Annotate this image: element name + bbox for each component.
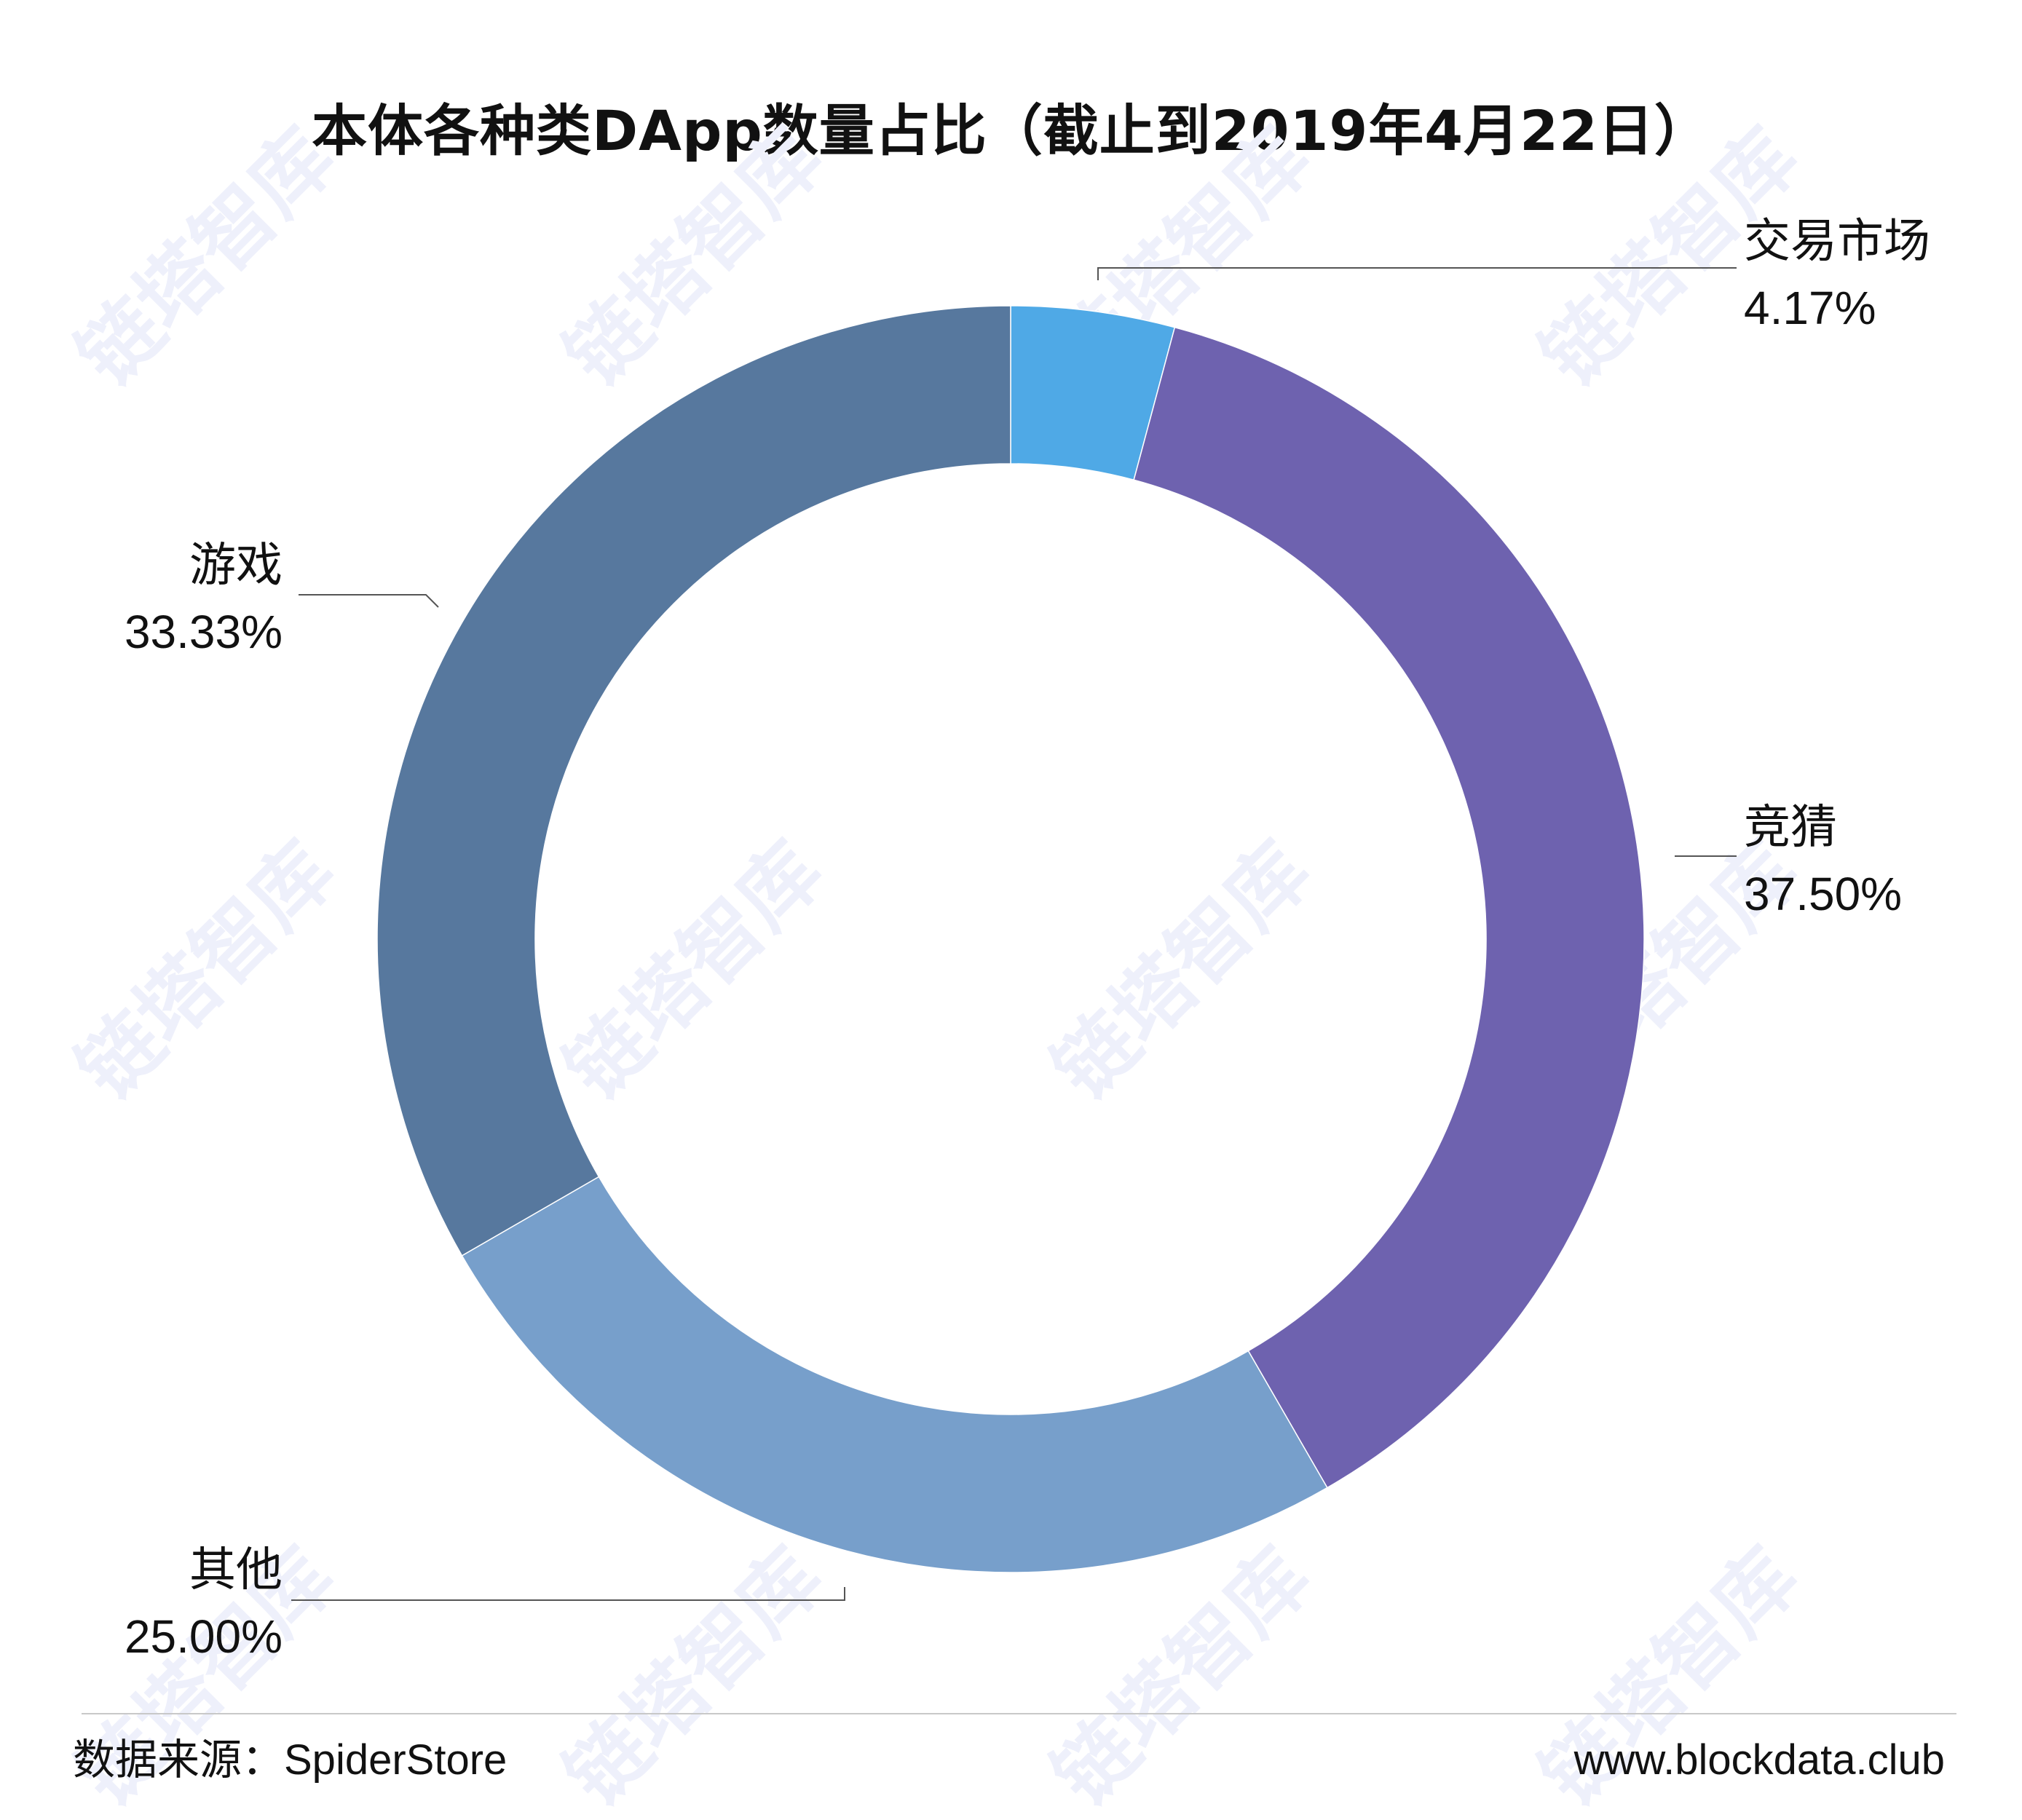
donut-slice-jingcai [1133, 326, 1645, 1489]
chart-title: 本体各种类DApp数量占比（截止到2019年4月22日） [312, 98, 1710, 163]
donut-slice-youxi [376, 305, 1011, 1257]
leader-line-jiaoyishichang [1097, 267, 1737, 280]
slice-percent: 33.33% [124, 606, 283, 658]
watermark-text: 链塔智库 [548, 824, 840, 1117]
data-source: 数据来源：SpiderStore [73, 1736, 508, 1784]
leader-lines [291, 267, 1737, 1601]
watermark-text: 链塔智库 [1035, 1530, 1328, 1820]
footer-divider [82, 1713, 1956, 1714]
website-url: www.blockdata.club [1573, 1736, 1945, 1784]
slices-layer [376, 305, 1645, 1573]
slice-label-jiaoyishichang: 交易市场 4.17% [1744, 207, 1930, 341]
watermark-text: 链塔智库 [1035, 824, 1328, 1117]
slice-percent: 37.50% [1744, 868, 1903, 920]
slice-name: 竞猜 [1744, 801, 1837, 853]
watermark-text: 链塔智库 [60, 111, 352, 403]
slice-name: 游戏 [189, 539, 283, 591]
slice-percent: 4.17% [1744, 282, 1876, 334]
leader-line-youxi [299, 594, 439, 608]
slice-label-jingcai: 竞猜 37.50% [1744, 794, 1902, 927]
watermark-text: 链塔智库 [60, 824, 352, 1117]
slice-name: 其他 [189, 1543, 283, 1596]
leader-line-qita [291, 1587, 845, 1601]
slice-label-youxi: 游戏 33.33% [125, 531, 283, 665]
watermark-text: 链塔智库 [548, 1530, 840, 1820]
slice-percent: 25.00% [124, 1610, 283, 1663]
slice-name: 交易市场 [1744, 215, 1930, 267]
slice-label-qita: 其他 25.00% [125, 1536, 283, 1670]
donut-slice-qita [461, 1176, 1328, 1573]
